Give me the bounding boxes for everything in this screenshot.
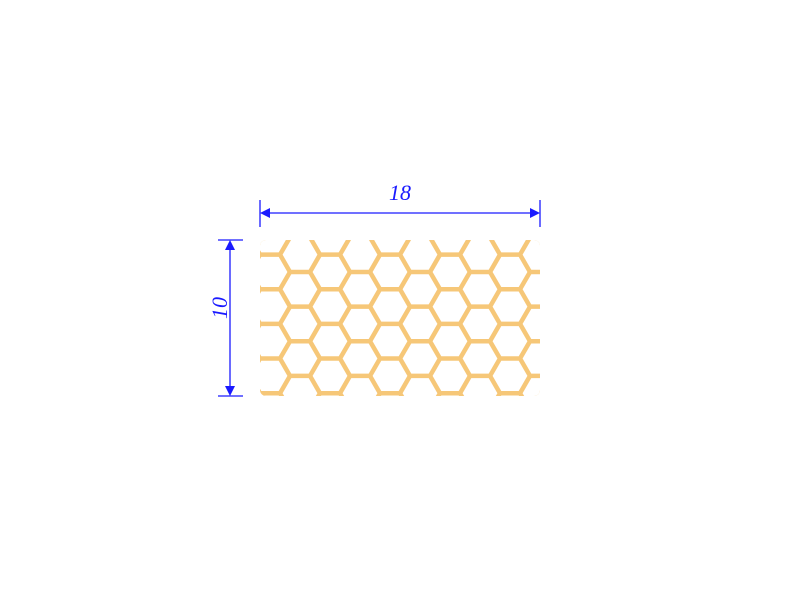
diagram-canvas: 18 10 <box>0 0 800 600</box>
diagram-svg <box>0 0 800 600</box>
width-dimension-label: 18 <box>350 180 450 206</box>
hex-cell <box>493 395 528 425</box>
height-dimension-label: 10 <box>207 283 233 333</box>
hex-cell <box>373 395 408 425</box>
hex-cell <box>253 395 288 425</box>
hex-cell <box>313 395 348 425</box>
hex-cell <box>223 240 258 270</box>
hex-cell <box>223 343 258 373</box>
hex-cell <box>223 205 258 235</box>
hex-cell <box>223 378 258 408</box>
hex-cell <box>283 205 318 235</box>
hex-cell <box>433 395 468 425</box>
hex-cell <box>343 205 378 235</box>
hex-cell <box>403 205 438 235</box>
hex-cell <box>463 205 498 235</box>
